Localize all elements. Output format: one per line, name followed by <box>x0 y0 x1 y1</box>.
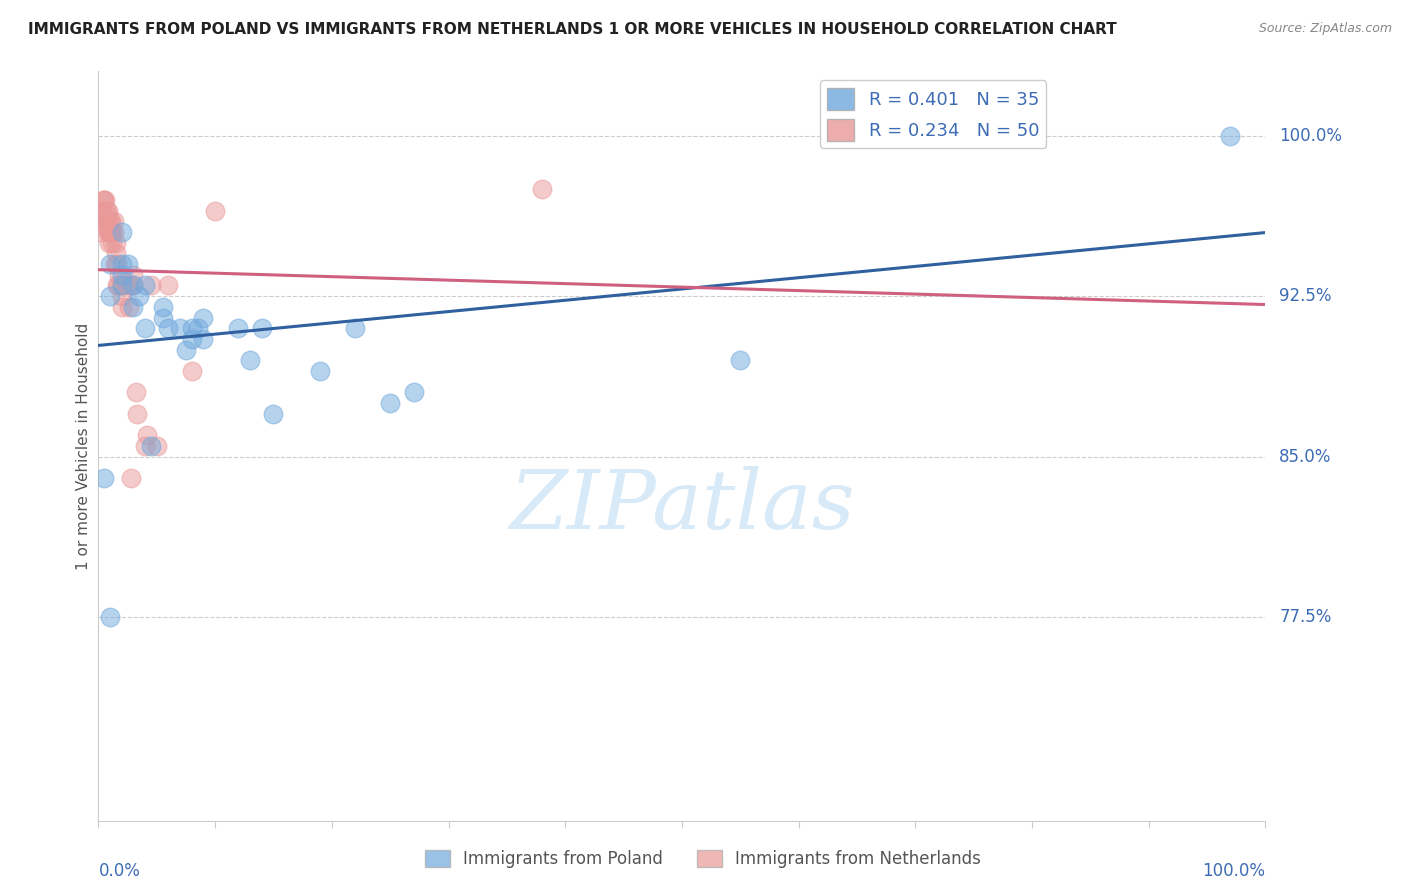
Point <box>402 385 425 400</box>
Point <box>180 321 202 335</box>
Text: 0.0%: 0.0% <box>98 863 141 880</box>
Point <box>97 214 120 228</box>
Point <box>98 610 121 624</box>
Point <box>111 300 134 314</box>
Point <box>239 353 262 368</box>
Point <box>117 278 139 293</box>
Point <box>730 353 752 368</box>
Point <box>90 214 112 228</box>
Point <box>228 321 250 335</box>
Point <box>98 214 121 228</box>
Point <box>344 321 367 335</box>
Point <box>98 257 121 271</box>
Y-axis label: 1 or more Vehicles in Household: 1 or more Vehicles in Household <box>76 322 91 570</box>
Point <box>122 268 145 282</box>
Point <box>169 321 191 335</box>
Point <box>105 278 128 293</box>
Text: Source: ZipAtlas.com: Source: ZipAtlas.com <box>1258 22 1392 36</box>
Point <box>101 225 124 239</box>
Point <box>120 471 142 485</box>
Point <box>111 278 134 293</box>
Point <box>97 225 120 239</box>
Point <box>174 343 197 357</box>
Point <box>94 203 117 218</box>
Point <box>134 278 156 293</box>
Legend: R = 0.401   N = 35, R = 0.234   N = 50: R = 0.401 N = 35, R = 0.234 N = 50 <box>820 80 1046 148</box>
Text: 85.0%: 85.0% <box>1279 448 1331 466</box>
Text: 100.0%: 100.0% <box>1202 863 1265 880</box>
Point <box>108 268 131 282</box>
Point <box>111 225 134 239</box>
Point <box>97 203 120 218</box>
Point <box>122 278 145 293</box>
Point <box>180 332 202 346</box>
Point <box>104 246 127 260</box>
Point <box>117 257 139 271</box>
Point <box>101 235 124 250</box>
Point <box>98 225 121 239</box>
Point <box>139 278 162 293</box>
Point <box>152 300 174 314</box>
Point <box>93 471 115 485</box>
Point <box>157 278 180 293</box>
Point <box>125 385 148 400</box>
Point <box>111 268 134 282</box>
Text: 77.5%: 77.5% <box>1279 608 1331 626</box>
Point <box>104 257 127 271</box>
Point <box>91 193 114 207</box>
Point <box>100 225 122 239</box>
Point <box>90 225 112 239</box>
Point <box>1219 128 1241 143</box>
Point <box>193 310 215 325</box>
Point <box>204 203 226 218</box>
Point <box>118 278 141 293</box>
Point <box>122 278 145 293</box>
Point <box>262 407 284 421</box>
Point <box>104 235 127 250</box>
Point <box>111 257 134 271</box>
Point <box>125 407 148 421</box>
Point <box>97 225 120 239</box>
Point <box>152 310 174 325</box>
Point <box>118 300 141 314</box>
Point <box>193 332 215 346</box>
Legend: Immigrants from Poland, Immigrants from Netherlands: Immigrants from Poland, Immigrants from … <box>419 843 987 875</box>
Point <box>187 321 209 335</box>
Point <box>103 225 125 239</box>
Point <box>380 396 402 410</box>
Point <box>111 289 134 303</box>
Point <box>96 203 118 218</box>
Point <box>96 214 118 228</box>
Point <box>250 321 273 335</box>
Point <box>157 321 180 335</box>
Point <box>94 193 117 207</box>
Point <box>530 182 553 196</box>
Point <box>146 439 169 453</box>
Point <box>93 214 115 228</box>
Point <box>110 278 132 293</box>
Point <box>122 300 145 314</box>
Text: ZIPatlas: ZIPatlas <box>509 466 855 546</box>
Point <box>93 193 115 207</box>
Point <box>111 278 134 293</box>
Point <box>90 203 112 218</box>
Point <box>97 235 120 250</box>
Point <box>134 321 156 335</box>
Text: IMMIGRANTS FROM POLAND VS IMMIGRANTS FROM NETHERLANDS 1 OR MORE VEHICLES IN HOUS: IMMIGRANTS FROM POLAND VS IMMIGRANTS FRO… <box>28 22 1116 37</box>
Text: 100.0%: 100.0% <box>1279 127 1343 145</box>
Point <box>139 439 162 453</box>
Point <box>180 364 202 378</box>
Point <box>107 278 129 293</box>
Point <box>103 214 125 228</box>
Text: 92.5%: 92.5% <box>1279 287 1331 305</box>
Point <box>98 289 121 303</box>
Point <box>136 428 159 442</box>
Point <box>105 257 128 271</box>
Point <box>134 439 156 453</box>
Point <box>309 364 332 378</box>
Point <box>100 214 122 228</box>
Point <box>128 289 150 303</box>
